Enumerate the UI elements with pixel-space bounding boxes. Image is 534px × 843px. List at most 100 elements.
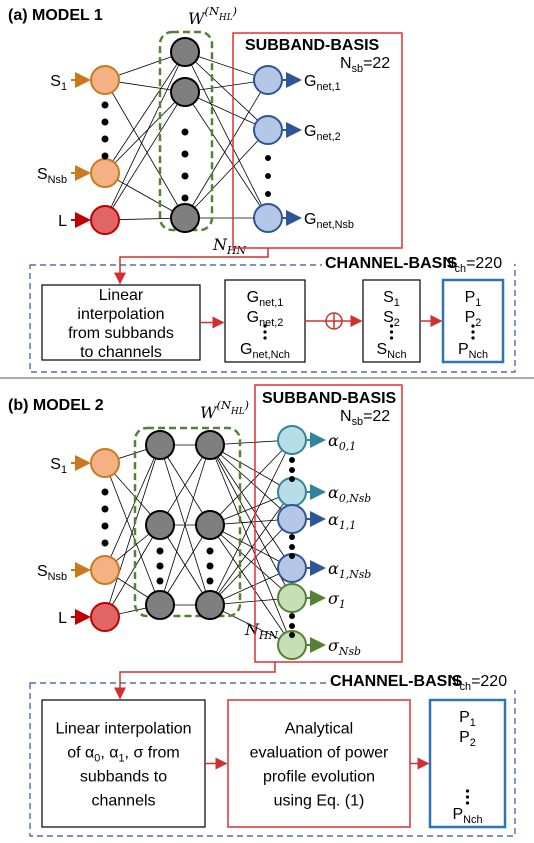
hidden-count-label-part: N xyxy=(244,620,260,639)
input-label-part: L xyxy=(58,213,67,230)
output-label: σ1 xyxy=(328,589,346,611)
step-text-part: 2 xyxy=(470,737,476,749)
output-label: α0,1 xyxy=(328,431,356,453)
node xyxy=(170,37,200,67)
step-text-part: 2 xyxy=(394,317,400,329)
input-label-part: S xyxy=(37,166,48,183)
ellipsis-dot xyxy=(156,547,164,555)
step-text: Linear xyxy=(99,287,144,304)
step-text-part: P xyxy=(465,309,476,326)
hidden-count-label: NHN xyxy=(212,235,246,257)
node xyxy=(195,510,225,540)
connector-arrow xyxy=(114,662,276,700)
subband-note-part: sb xyxy=(352,416,364,428)
channel-note-part: =220 xyxy=(471,673,507,690)
input-label: SNsb xyxy=(37,166,67,186)
ellipsis-dot xyxy=(389,324,394,328)
step-box xyxy=(362,279,421,363)
hidden-count-label-part: HN xyxy=(258,629,278,642)
input-label-part: S xyxy=(50,456,61,473)
ellipsis-dot xyxy=(289,613,295,619)
subband-note-part: =22 xyxy=(363,408,390,425)
input-label-part: 1 xyxy=(61,81,67,93)
hidden-count-label: NHN xyxy=(244,620,278,642)
edge xyxy=(209,439,293,526)
edge xyxy=(184,129,269,219)
ellipsis-dot xyxy=(206,562,214,570)
weight-label-part: ) xyxy=(232,4,238,18)
node xyxy=(277,425,307,455)
step-text-part: S xyxy=(383,289,394,306)
step-text-part: of xyxy=(67,745,85,762)
step-text-part: 2 xyxy=(475,317,481,329)
edge xyxy=(209,444,293,493)
output-label-part: net,1 xyxy=(316,81,340,93)
weight-label-part: W xyxy=(188,9,206,28)
channel-note-part: ch xyxy=(455,263,467,275)
weight-label: W(NHL) xyxy=(200,398,249,422)
step-box xyxy=(224,279,306,363)
edge xyxy=(209,491,293,606)
output-label-part: α xyxy=(328,483,339,502)
edge xyxy=(184,51,269,131)
node xyxy=(253,115,283,145)
node xyxy=(277,630,307,660)
subband-note: Nsb=22 xyxy=(340,55,390,75)
step-text-part: profile evolution xyxy=(263,769,375,786)
ellipsis-dot xyxy=(101,118,109,126)
output-label: Gnet,Nsb xyxy=(304,211,354,231)
edge xyxy=(104,91,186,174)
step-text: from subbands xyxy=(68,325,174,342)
step-text: of α0, α1, σ from xyxy=(67,745,180,765)
edge xyxy=(209,518,293,606)
input-label-part: 1 xyxy=(61,464,67,476)
input-label: S1 xyxy=(50,456,67,476)
node xyxy=(277,504,307,534)
node xyxy=(277,583,307,613)
step-box xyxy=(227,699,411,828)
ellipsis-dot xyxy=(289,467,295,473)
input-label: S1 xyxy=(50,73,67,93)
subband-note-part: N xyxy=(340,55,352,72)
ellipsis-dot xyxy=(156,577,164,585)
node xyxy=(253,203,283,233)
node xyxy=(253,65,283,95)
step-text-part: P xyxy=(465,289,476,306)
ellipsis-dot xyxy=(181,150,189,158)
channel-note-part: =220 xyxy=(466,255,502,272)
step-text: subbands to xyxy=(80,769,167,786)
step-text-part: S xyxy=(383,309,394,326)
step-text: SNch xyxy=(376,341,406,361)
step-text: interpolation xyxy=(77,306,164,323)
edge xyxy=(209,444,293,569)
ellipsis-dot xyxy=(465,795,470,799)
node xyxy=(145,430,175,460)
step-text-part: net,1 xyxy=(259,297,283,309)
channel-title: CHANNEL-BASIS xyxy=(325,255,458,272)
channel-title: CHANNEL-BASIS xyxy=(330,673,463,690)
channel-note-part: ch xyxy=(460,681,472,693)
step-text-part: evaluation of power xyxy=(250,745,389,762)
channel-box xyxy=(29,264,516,373)
step-text-part: G xyxy=(240,341,252,358)
weight-label-part: ) xyxy=(244,398,250,412)
step-text: Gnet,Nch xyxy=(240,341,290,361)
step-text: P2 xyxy=(459,729,476,749)
ellipsis-dot xyxy=(289,476,295,482)
step-text-part: α xyxy=(109,745,118,762)
ellipsis-dot xyxy=(206,577,214,585)
connector-arrow xyxy=(114,248,269,285)
output-label: α1,Nsb xyxy=(328,559,371,581)
ellipsis-dot xyxy=(289,632,295,638)
output-label-part: 1,1 xyxy=(339,519,356,532)
output-label-part: 1 xyxy=(339,598,346,611)
step-text: evaluation of power xyxy=(250,745,389,762)
ellipsis-dot xyxy=(101,488,109,496)
step-text-part: 1 xyxy=(470,717,476,729)
step-text-part: interpolation xyxy=(77,306,164,323)
input-label-part: L xyxy=(58,610,67,627)
subband-box xyxy=(232,32,403,249)
output-label-part: net,Nsb xyxy=(316,219,353,231)
step-text-part: 0 xyxy=(94,753,100,765)
weight-label-part: (N xyxy=(204,4,219,18)
